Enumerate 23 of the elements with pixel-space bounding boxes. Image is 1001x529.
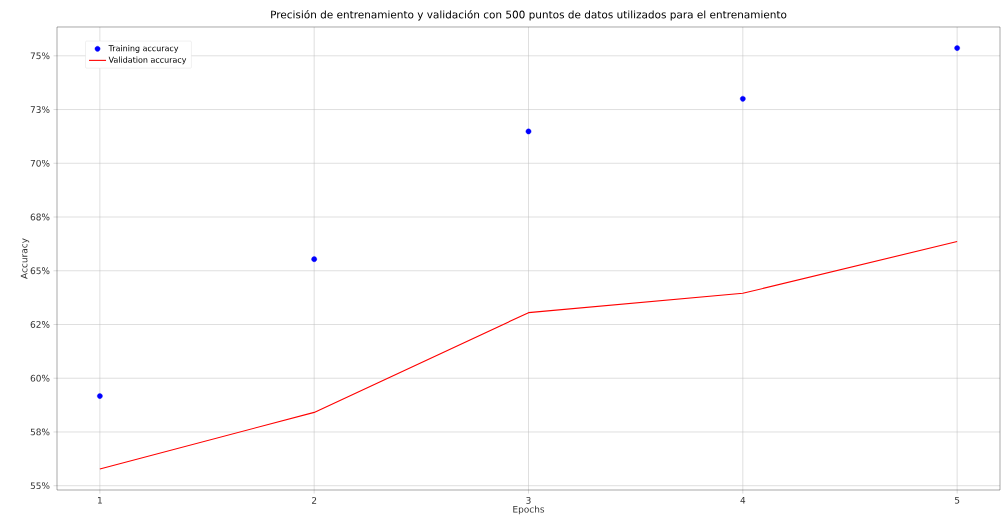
y-tick-label: 55% [30,482,50,490]
x-tick-label: 1 [98,497,102,504]
x-axis-title: Epochs [513,505,545,515]
y-tick-label: 75% [30,52,50,60]
point [740,96,746,102]
x-tick-label: 4 [740,497,746,504]
x-tick-label: 3 [526,497,531,504]
y-tick-label: 62% [30,321,50,328]
point [525,128,532,135]
chart-title: Precisión de entrenamiento y validación con 500 puntos de datos utilizados para el entrenamiento [271,9,787,21]
point [954,45,960,51]
x-tick-label: 2 [311,497,317,504]
line-series [99,240,958,470]
y-tick-label: 73% [30,106,50,113]
y-axis-title: Accuracy [20,238,30,279]
y-tick-label: 60% [30,374,50,382]
point [311,256,317,262]
point [97,393,103,399]
y-tick-label: 65% [30,267,50,275]
x-tick-label: 5 [954,497,960,504]
y-tick-label: 68% [30,213,50,221]
y-tick-label: 70% [30,159,50,167]
y-tick-label: 58% [30,428,50,436]
